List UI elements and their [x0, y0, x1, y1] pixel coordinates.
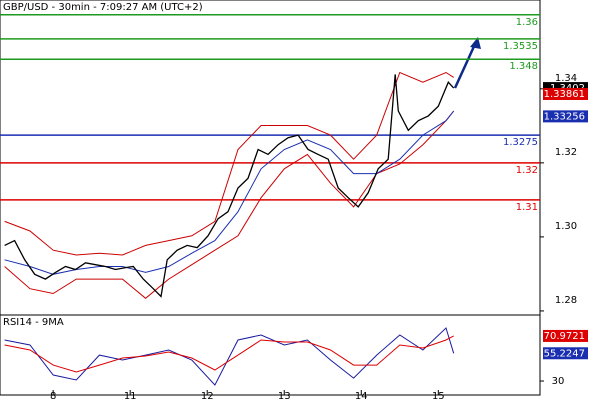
x-tick-label: 12 — [201, 391, 214, 400]
value-tag — [543, 110, 588, 123]
y-tick-label: 1.28 — [555, 295, 577, 306]
value-tag-label: 1.33256 — [544, 111, 585, 122]
x-tick-label: 8 — [50, 391, 56, 400]
value-tag-label: 70.9721 — [544, 331, 585, 342]
trend-arrowhead — [470, 37, 481, 49]
level-label: 1.348 — [509, 61, 538, 72]
x-tick-label: 15 — [432, 391, 445, 400]
value-tag — [543, 347, 588, 360]
band-line — [4, 110, 455, 299]
rsi-y-tick-label: 30 — [552, 376, 565, 387]
y-tick-label: 1.32 — [555, 147, 577, 158]
y-tick-label: 1.34 — [555, 73, 577, 84]
band-line — [4, 71, 454, 256]
plot-frame — [0, 0, 541, 396]
level-label: 1.36 — [516, 17, 538, 28]
value-tag — [543, 87, 588, 100]
band-line — [4, 110, 455, 275]
trend-arrow — [453, 41, 478, 89]
level-label: 1.3275 — [503, 137, 538, 148]
x-tick-label: 13 — [278, 391, 291, 400]
level-label: 1.32 — [516, 165, 538, 176]
level-label: 1.3535 — [503, 41, 538, 52]
x-tick-label: 14 — [355, 391, 368, 400]
rsi-line — [4, 327, 455, 386]
rsi-title: RSI14 - 9MA — [3, 317, 64, 328]
x-tick-label: 11 — [124, 391, 137, 400]
y-tick-label: 1.30 — [555, 221, 577, 232]
price-line — [4, 74, 455, 298]
chart-title: GBP/USD - 30min - 7:09:27 AM (UTC+2) — [3, 2, 203, 13]
level-label: 1.31 — [516, 202, 538, 213]
value-tag-label: 1.33861 — [544, 89, 585, 100]
value-tag-label: 55.2247 — [544, 348, 585, 359]
value-tag — [543, 329, 588, 342]
rsi-line — [4, 335, 454, 373]
